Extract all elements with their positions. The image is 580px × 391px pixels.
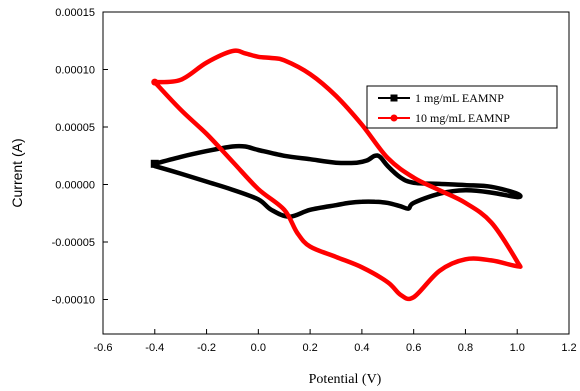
y-axis-label: Current (A) [9,138,25,207]
x-tick-label: 0.8 [458,342,473,354]
y-tick-label: -0.00005 [52,237,95,249]
series-line-2 [152,48,523,302]
x-tick-label: -0.6 [94,342,113,354]
plot-area-frame [102,11,570,335]
legend-box [366,85,558,129]
series-1-point [150,159,159,168]
x-axis-ticks: -0.6 -0.4 -0.2 0.0 0.2 0.4 0.6 0.8 1.0 1.2 [94,329,577,354]
legend-marker-series-1 [390,94,398,102]
x-tick-label: 1.2 [561,342,576,354]
legend-label-series-1: 1 mg/mL EAMNP [415,91,504,105]
series-2-point [151,78,159,86]
series-line-1 [152,143,523,219]
x-tick-label: -0.4 [145,342,164,354]
legend-marker-series-2 [390,114,398,122]
legend-label-series-2: 10 mg/mL EAMNP [415,111,510,125]
y-tick-label: -0.00010 [52,295,95,307]
legend: 1 mg/mL EAMNP 10 mg/mL EAMNP [366,85,558,129]
x-tick-label: 0.4 [354,342,369,354]
y-tick-label: 0.00005 [55,122,95,134]
y-axis-ticks: -0.00010 -0.00005 0.00000 0.00005 0.00010 0.0… [52,7,108,307]
x-tick-label: 1.0 [510,342,525,354]
x-tick-label: 0.2 [302,342,317,354]
y-tick-label: 0.00000 [55,180,95,192]
x-tick-label: -0.2 [197,342,216,354]
y-tick-label: 0.00010 [55,65,95,77]
x-tick-label: 0.6 [406,342,421,354]
x-axis-label: Potential (V) [309,372,382,387]
x-tick-label: 0.0 [251,342,266,354]
series-layer [150,48,523,302]
y-tick-label: 0.00015 [55,7,95,19]
